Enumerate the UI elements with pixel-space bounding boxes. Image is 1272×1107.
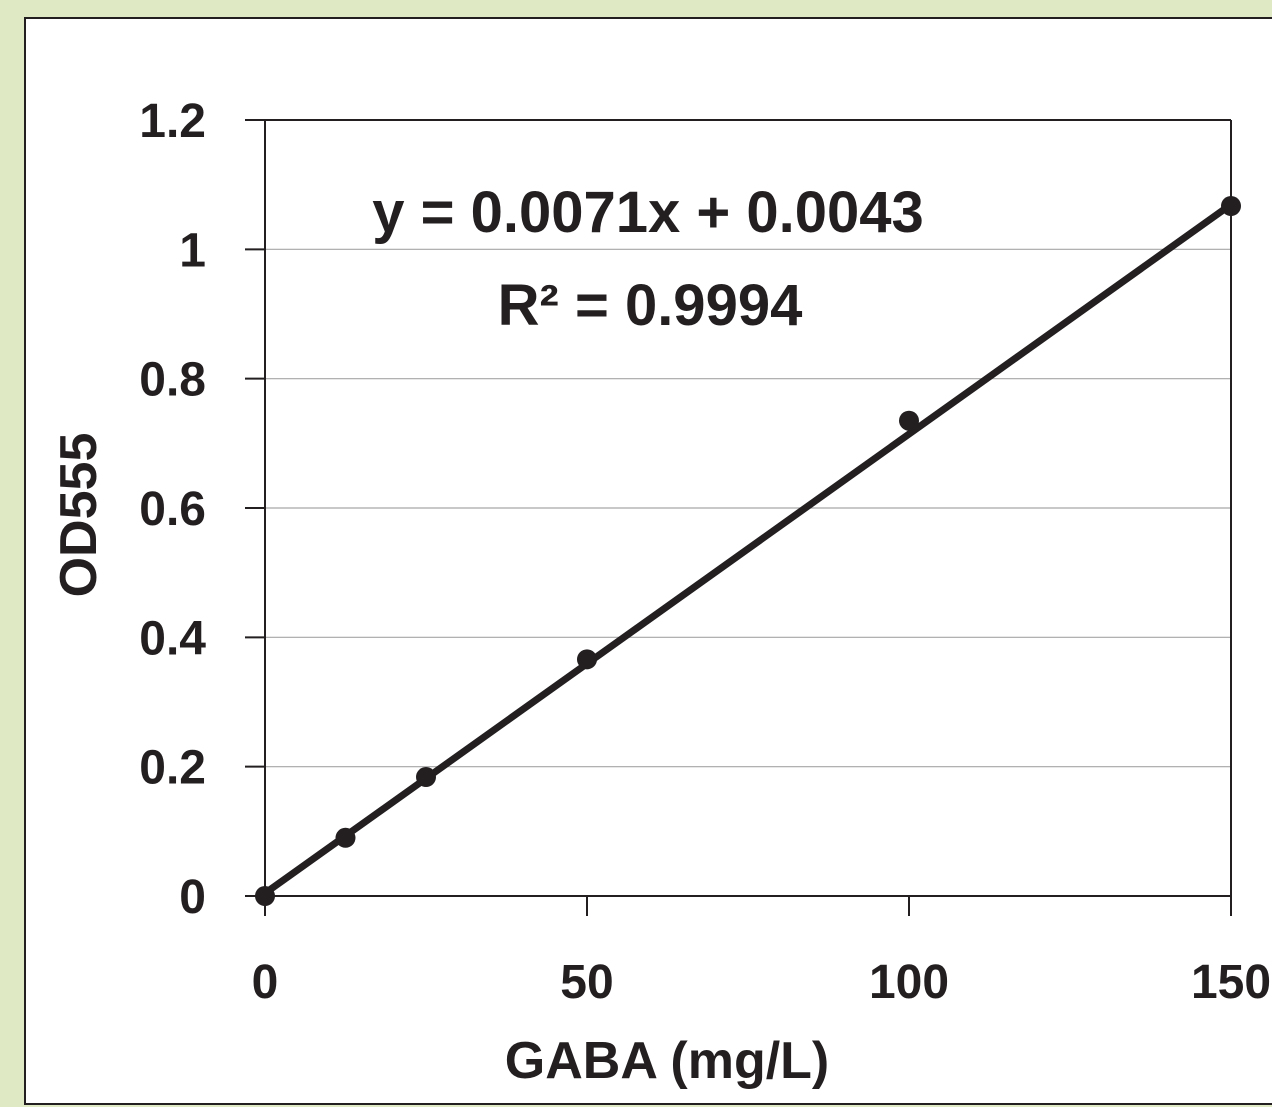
data-point-3 <box>577 649 597 670</box>
y-tick-label-0: 0 <box>179 871 206 924</box>
x-tick-label-2: 100 <box>869 956 949 1009</box>
data-point-5 <box>1221 196 1241 217</box>
y-tick-label-5: 1 <box>179 224 206 277</box>
x-tick-label-3: 150 <box>1191 956 1271 1009</box>
y-tick-label-6: 1.2 <box>139 95 206 148</box>
data-point-0 <box>255 886 275 906</box>
y-tick-label-4: 0.8 <box>139 354 206 407</box>
x-tick-label-0: 0 <box>252 956 279 1009</box>
trendline-equation: y = 0.0071x + 0.0043 <box>372 180 924 245</box>
trendline-r-squared: R² = 0.9994 <box>498 273 803 338</box>
data-point-1 <box>335 827 356 848</box>
chart-area <box>24 17 1272 1105</box>
data-point-2 <box>416 767 436 788</box>
points-layer <box>255 196 1241 906</box>
y-axis-label: OD555 <box>50 433 108 598</box>
x-axis-label: GABA (mg/L) <box>505 1032 829 1090</box>
x-tick-label-1: 50 <box>560 956 613 1009</box>
data-point-4 <box>899 410 919 431</box>
y-tick-label-3: 0.6 <box>139 483 206 536</box>
y-tick-label-2: 0.4 <box>139 612 206 665</box>
y-tick-label-1: 0.2 <box>139 742 206 795</box>
ticks: 0 0.2 0.4 0.6 0.8 1 1.2 0 50 100 150 <box>139 95 1271 1009</box>
